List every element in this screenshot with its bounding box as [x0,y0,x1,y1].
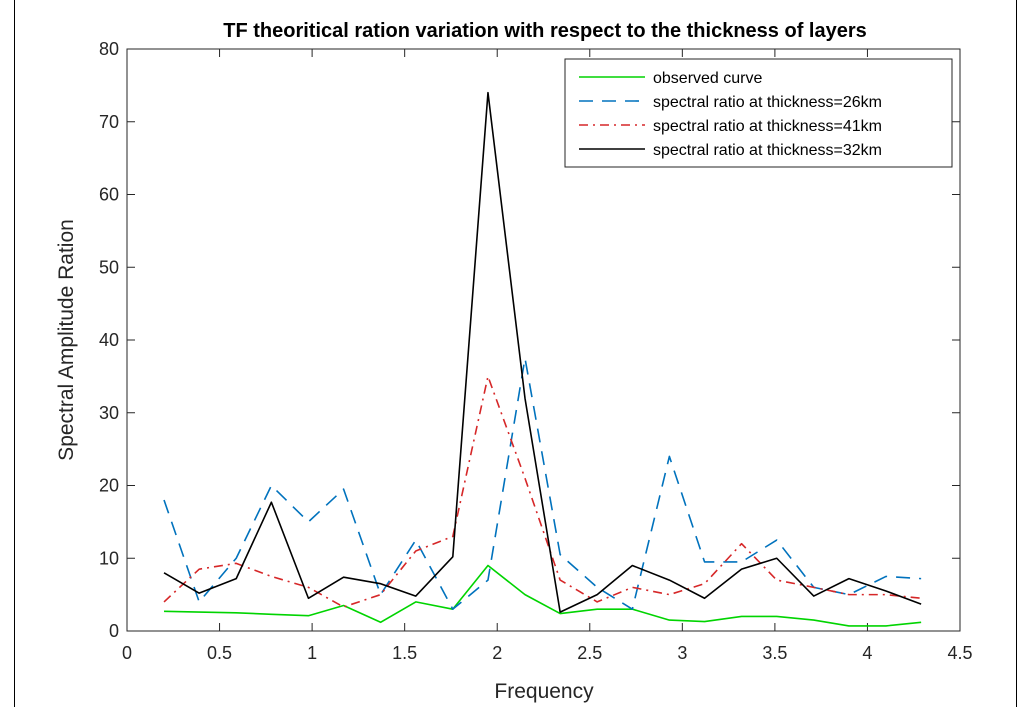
y-axis-label: Spectral Amplitude Ration [55,219,78,461]
x-tick-label: 1 [307,643,317,663]
y-tick-label: 60 [99,185,119,205]
x-axis-label: Frequency [494,680,594,703]
legend-label-1: observed curve [653,70,762,87]
series-line-4 [163,91,922,613]
x-tick-label: 0.5 [207,643,232,663]
x-tick-label: 1.5 [392,643,417,663]
series-line-2 [163,357,922,610]
series-line-1 [164,564,922,627]
legend-label-2: spectral ratio at thickness=26km [653,94,882,111]
x-tick-label: 2.5 [577,643,602,663]
x-tick-label: 0 [122,643,132,663]
axis-ticks: 0 0.5 1 1.5 2 2.5 3 3.5 4 4.5 0 10 20 30 40 50 60 70 80 [99,39,973,663]
y-tick-label: 80 [99,39,119,59]
y-tick-label: 10 [99,548,119,568]
legend-label-3: spectral ratio at thickness=41km [653,118,882,135]
y-tick-label: 0 [109,621,119,641]
x-tick-label: 3 [677,643,687,663]
chart-frame: TF theoritical ration variation with res… [14,0,1017,707]
y-tick-label: 50 [99,257,119,277]
y-tick-label: 40 [99,330,119,350]
y-tick-label: 20 [99,476,119,496]
x-tick-label: 2 [492,643,502,663]
x-tick-label: 4 [862,643,872,663]
chart-title: TF theoritical ration variation with res… [223,20,867,42]
y-tick-label: 70 [99,112,119,132]
x-tick-label: 4.5 [947,643,972,663]
y-tick-label: 30 [99,403,119,423]
series-lines [163,91,922,627]
legend-label-4: spectral ratio at thickness=32km [653,142,882,159]
x-tick-label: 3.5 [762,643,787,663]
legend: observed curve spectral ratio at thicknes… [564,58,953,168]
chart: TF theoritical ration variation with res… [55,20,973,703]
